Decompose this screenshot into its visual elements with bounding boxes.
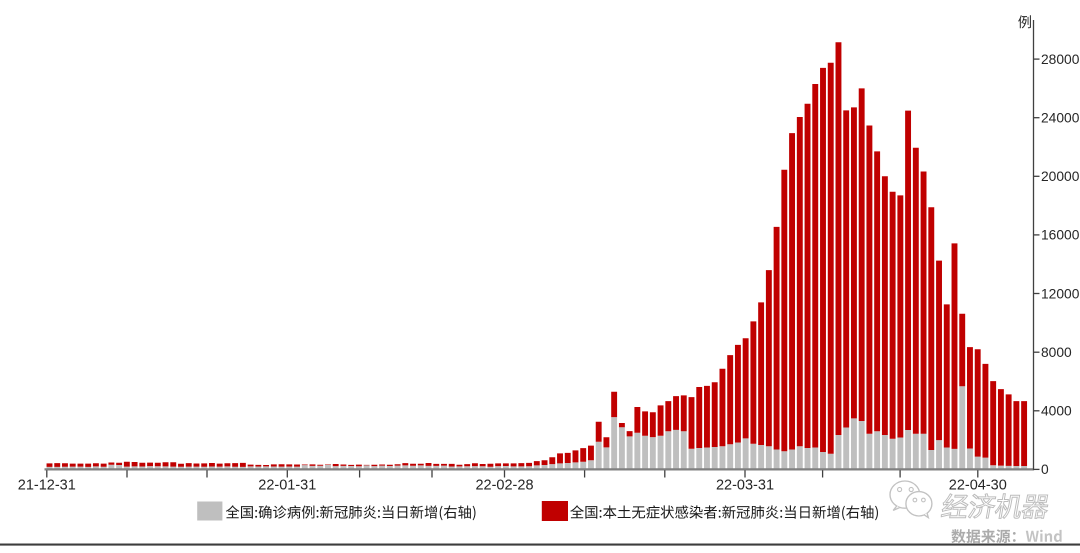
svg-text:22-02-28: 22-02-28 [475, 478, 533, 494]
svg-text:0: 0 [1041, 462, 1049, 477]
svg-text:20000: 20000 [1041, 169, 1080, 184]
svg-text:12000: 12000 [1041, 286, 1080, 301]
svg-text:22-04-30: 22-04-30 [949, 478, 1007, 494]
svg-text:28000: 28000 [1041, 52, 1080, 67]
svg-text:8000: 8000 [1041, 345, 1072, 360]
svg-text:22-03-31: 22-03-31 [716, 478, 774, 494]
svg-text:24000: 24000 [1041, 111, 1080, 126]
svg-text:22-01-31: 22-01-31 [258, 478, 316, 494]
svg-text:4000: 4000 [1041, 404, 1072, 419]
svg-text:16000: 16000 [1041, 228, 1080, 243]
svg-text:21-12-31: 21-12-31 [18, 478, 76, 494]
